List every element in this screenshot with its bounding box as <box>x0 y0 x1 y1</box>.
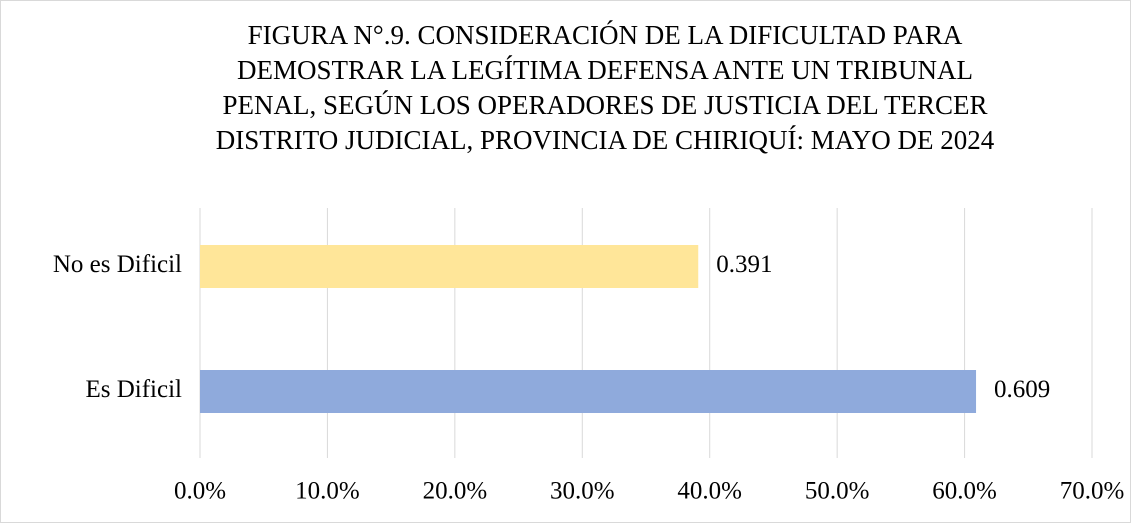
chart-title: DISTRITO JUDICIAL, PROVINCIA DE CHIRIQUÍ… <box>216 125 995 155</box>
x-tick-label: 50.0% <box>805 478 870 505</box>
x-tick-label: 30.0% <box>550 478 615 505</box>
x-tick-label: 60.0% <box>932 478 997 505</box>
x-tick-label: 20.0% <box>423 478 488 505</box>
data-label: 0.391 <box>716 251 772 278</box>
y-tick-label: No es Dificil <box>53 251 182 278</box>
chart-title: FIGURA N°.9. CONSIDERACIÓN DE LA DIFICUL… <box>248 20 963 50</box>
x-tick-label: 40.0% <box>677 478 742 505</box>
chart-title: DEMOSTRAR LA LEGÍTIMA DEFENSA ANTE UN TR… <box>237 55 973 85</box>
x-tick-label: 0.0% <box>174 478 226 505</box>
bar <box>200 245 699 288</box>
x-tick-label: 70.0% <box>1060 478 1125 505</box>
chart-title: PENAL, SEGÚN LOS OPERADORES DE JUSTICIA … <box>222 90 987 120</box>
y-tick-label: Es Dificil <box>85 376 182 403</box>
x-tick-label: 10.0% <box>295 478 360 505</box>
data-label: 0.609 <box>994 376 1050 403</box>
bar <box>200 370 977 413</box>
